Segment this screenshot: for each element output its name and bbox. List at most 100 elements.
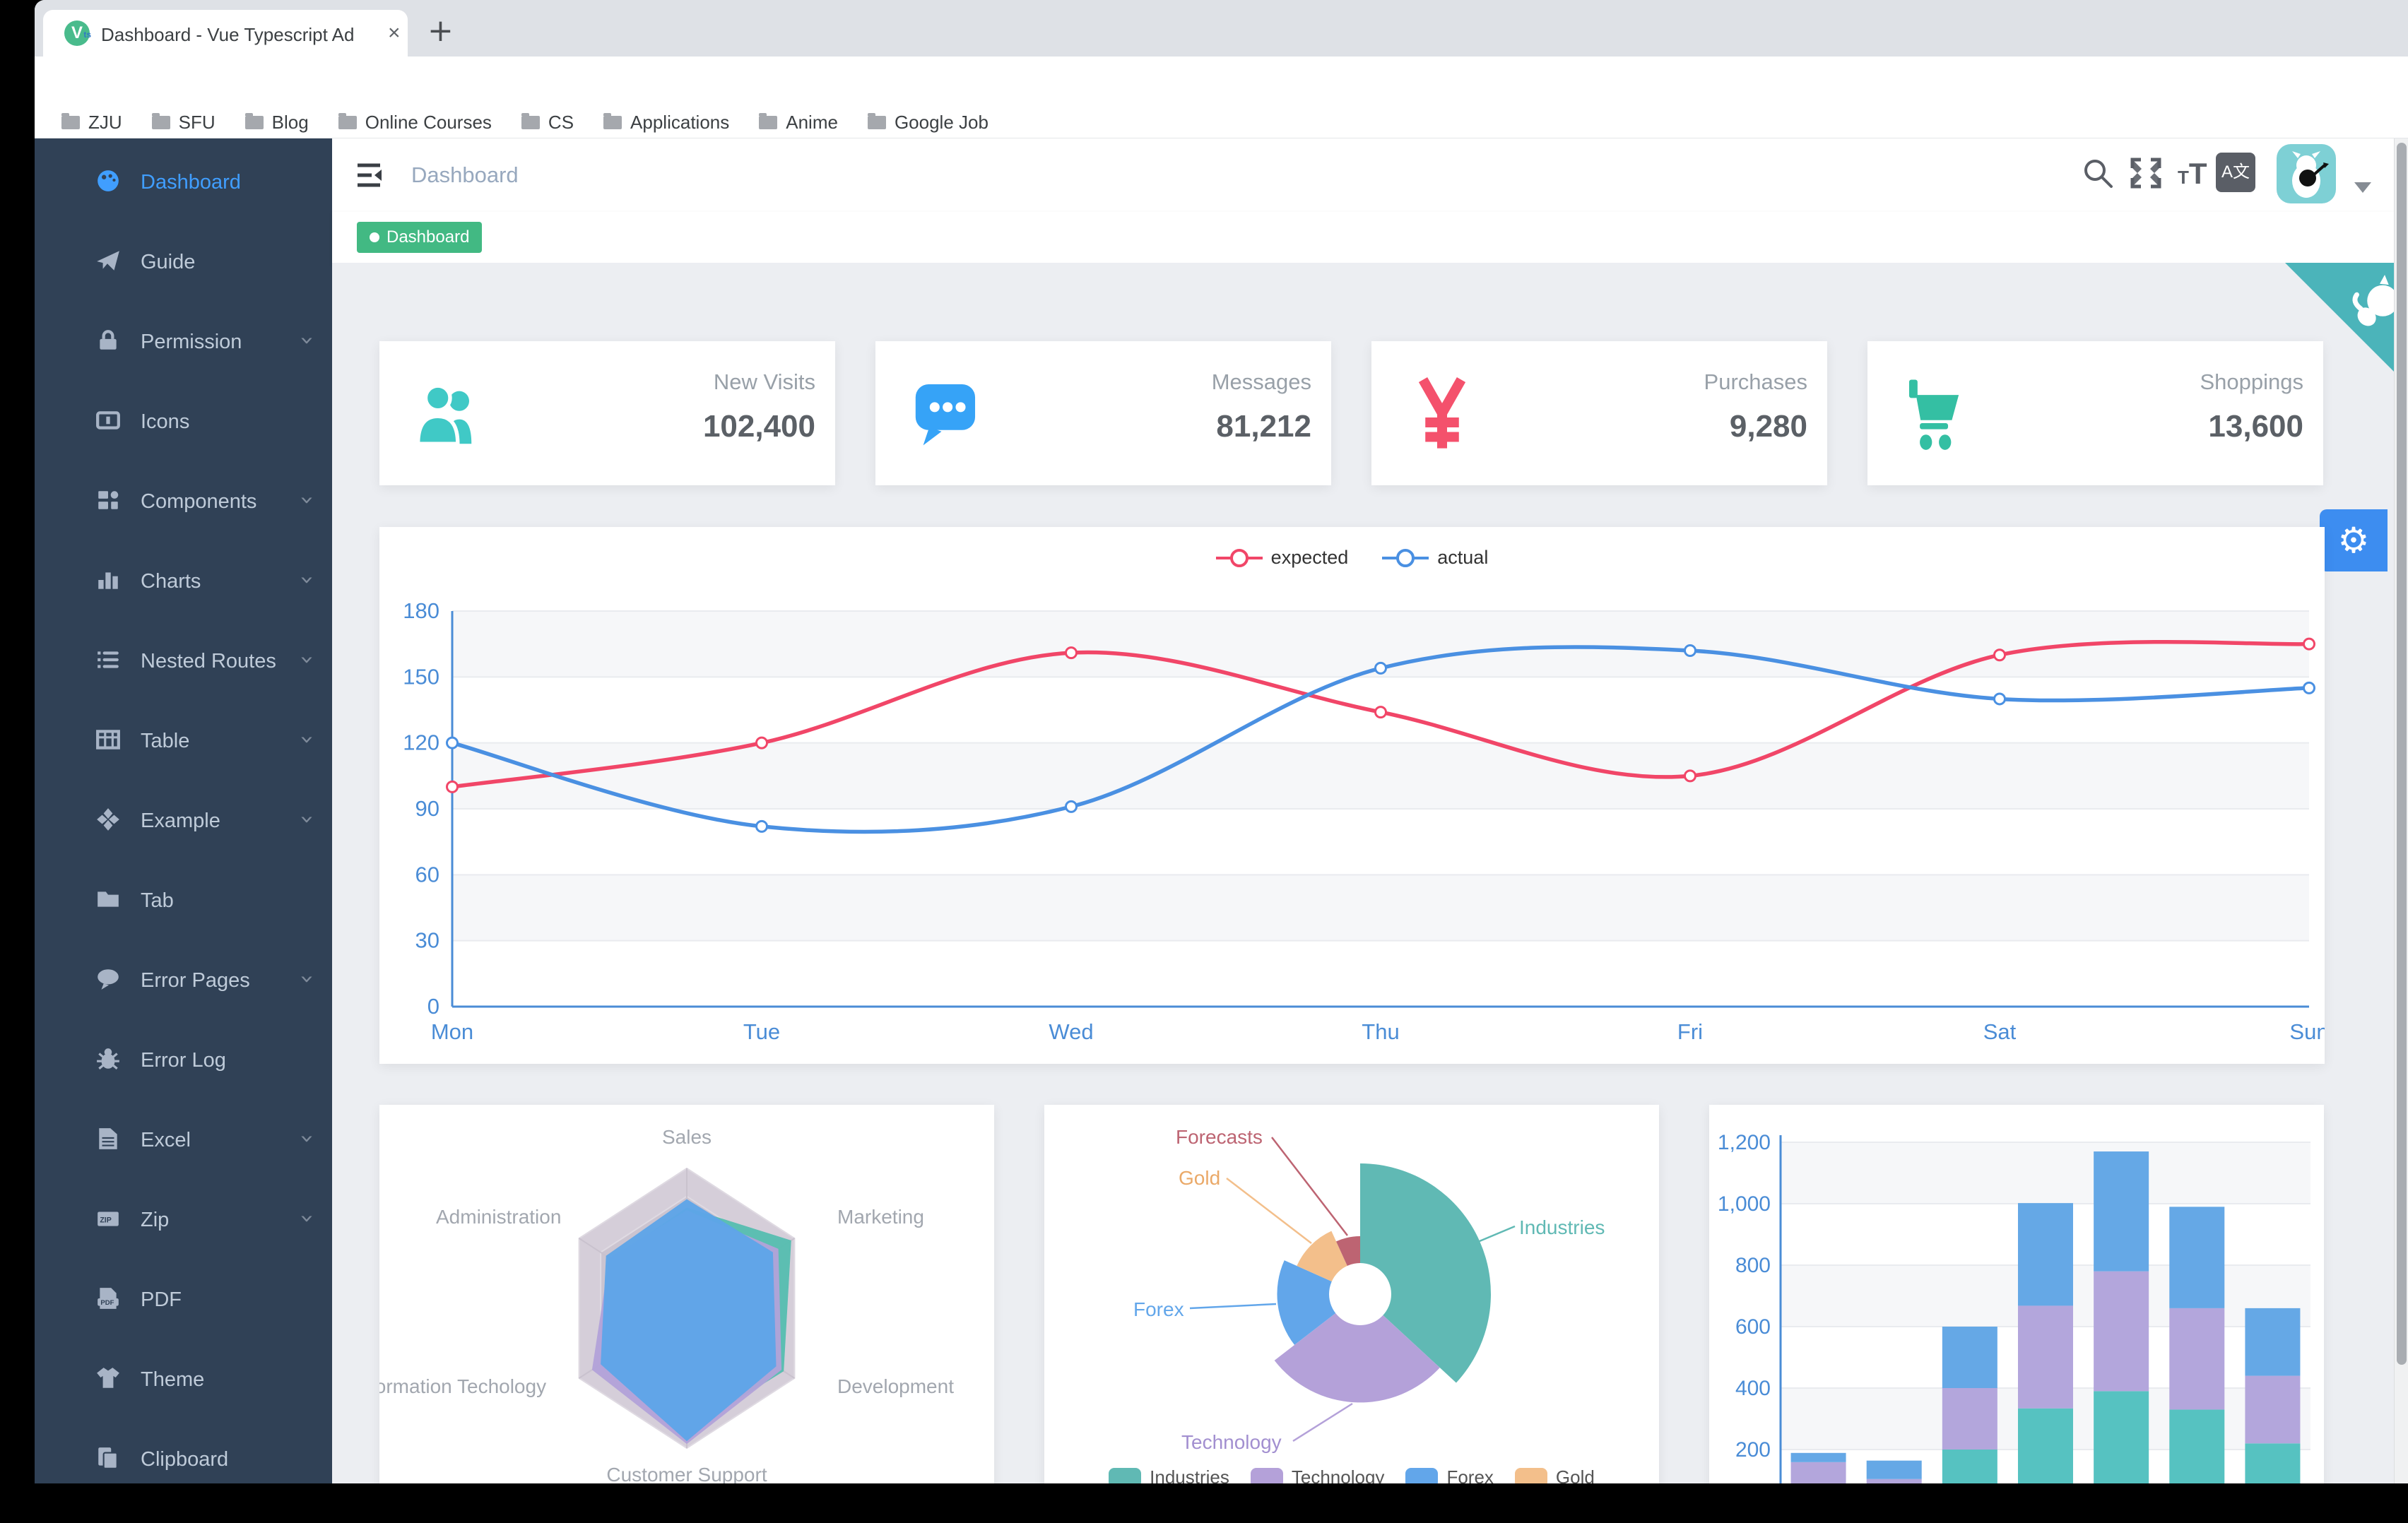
radar-label-sales: Sales: [661, 1126, 712, 1148]
sidebar-item-theme[interactable]: Theme: [35, 1354, 332, 1405]
tag-dashboard[interactable]: Dashboard: [357, 222, 483, 253]
sidebar-item-label: Excel: [141, 1129, 191, 1151]
stat-card-new-visits[interactable]: New Visits 102,400: [379, 341, 835, 485]
sidebar-item-label: Table: [141, 730, 190, 752]
bug-icon: [95, 1046, 121, 1075]
svg-text:150: 150: [403, 664, 439, 689]
sidebar-item-tab[interactable]: Tab: [35, 875, 332, 926]
bookmark-item[interactable]: Blog: [244, 112, 309, 134]
pie-label-forex: Forex: [1133, 1298, 1184, 1320]
sidebar-item-guide[interactable]: Guide: [35, 237, 332, 288]
stat-card-shoppings[interactable]: Shoppings 13,600: [1867, 341, 2323, 485]
pie-label-industries: Industries: [1519, 1216, 1605, 1238]
bar-chart[interactable]: 200 400 600 800 1,000 1,200: [1709, 1105, 2324, 1483]
legend-swatch: [1405, 1467, 1439, 1483]
sidebar-item-table[interactable]: Table ›: [35, 716, 332, 766]
pie-legend-item-industries[interactable]: Industries: [1109, 1466, 1229, 1483]
bookmark-item[interactable]: ZJU: [61, 112, 122, 134]
main-area: Dashboard TT A文 Dashboard: [332, 138, 2408, 1483]
example-icon: [95, 807, 121, 836]
fullscreen-icon[interactable]: [2128, 155, 2164, 191]
sidebar-item-dashboard[interactable]: Dashboard: [35, 157, 332, 208]
page-scrollbar[interactable]: [2394, 138, 2408, 1483]
folder-icon: [603, 113, 622, 129]
folder-icon: [521, 113, 540, 129]
svg-text:800: 800: [1735, 1254, 1771, 1277]
stat-card-value: 81,212: [1216, 409, 1311, 444]
pie-legend-item-gold[interactable]: Gold: [1514, 1466, 1595, 1483]
radar-chart[interactable]: [379, 1105, 994, 1483]
bookmark-item[interactable]: Online Courses: [338, 112, 492, 134]
svg-text:Tue: Tue: [743, 1019, 780, 1044]
sidebar-item-label: Dashboard: [141, 171, 241, 194]
legend-item-expected[interactable]: expected: [1215, 547, 1348, 569]
sidebar-item-error-pages[interactable]: Error Pages ›: [35, 955, 332, 1006]
pie-chart[interactable]: [1044, 1105, 1659, 1483]
sidebar-item-permission[interactable]: Permission ›: [35, 316, 332, 367]
sidebar-item-error-log[interactable]: Error Log: [35, 1035, 332, 1086]
tag-dot: [370, 232, 379, 242]
tab-title: Dashboard - Vue Typescript Ad: [101, 24, 355, 45]
browser-toolbar: ← → ↻ ⌂ armour.github.io/vue-typescript-…: [35, 57, 2408, 211]
sidebar-item-label: Charts: [141, 570, 201, 593]
pie-legend-item-forex[interactable]: Forex: [1405, 1466, 1494, 1483]
stat-card-value: 9,280: [1729, 409, 1807, 444]
stat-cards-row: New Visits 102,400 Messages 81,212 Purchases…: [379, 341, 2325, 485]
svg-text:60: 60: [415, 862, 439, 887]
sidebar-item-pdf[interactable]: PDF PDF: [35, 1274, 332, 1325]
user-avatar[interactable]: [2277, 144, 2336, 203]
scrollbar-thumb[interactable]: [2397, 143, 2407, 1365]
error-pages-icon: [95, 966, 121, 995]
stat-card-value: 13,600: [2208, 409, 2303, 444]
svg-text:120: 120: [403, 730, 439, 755]
bookmark-item[interactable]: Applications: [603, 112, 729, 134]
icons-icon: [95, 408, 121, 437]
sidebar-item-example[interactable]: Example ›: [35, 795, 332, 846]
sidebar-item-charts[interactable]: Charts ›: [35, 556, 332, 607]
chevron-down-icon[interactable]: [2354, 182, 2371, 193]
stat-card-value: 102,400: [702, 409, 815, 444]
sidebar-item-clipboard[interactable]: Clipboard: [35, 1434, 332, 1483]
radar-chart-card: Sales Marketing Development Customer Sup…: [379, 1105, 994, 1483]
settings-gear-button[interactable]: ⚙: [2320, 509, 2388, 571]
legend-swatch: [1109, 1467, 1142, 1483]
legend-item-actual[interactable]: actual: [1382, 547, 1488, 569]
text-size-icon[interactable]: TT: [2178, 157, 2207, 190]
sidebar-item-label: Example: [141, 810, 220, 832]
sidebar-item-components[interactable]: Components ›: [35, 476, 332, 527]
dashboard-content: ⚙ New Visits 102,400 Messages 81,212 Purchas…: [332, 263, 2408, 1483]
translate-icon[interactable]: A文: [2216, 153, 2255, 192]
pie-legend-item-technology[interactable]: Technology: [1250, 1466, 1384, 1483]
new-tab-button[interactable]: +: [427, 13, 454, 49]
bookmark-item[interactable]: Google Job: [867, 112, 988, 134]
sidebar-item-label: Error Pages: [141, 969, 250, 992]
bookmark-item[interactable]: Anime: [759, 112, 838, 134]
hamburger-icon[interactable]: [355, 162, 383, 188]
sidebar-item-label: Icons: [141, 410, 190, 433]
legend-swatch: [1514, 1467, 1547, 1483]
bookmark-item[interactable]: SFU: [151, 112, 216, 134]
tab-close-icon[interactable]: ×: [388, 21, 401, 45]
bookmark-item[interactable]: CS: [521, 112, 574, 134]
bar-chart-card: 200 400 600 800 1,000 1,200: [1709, 1105, 2324, 1483]
people-icon: [412, 375, 488, 455]
sidebar-item-zip[interactable]: ZIP Zip ›: [35, 1195, 332, 1245]
sidebar-item-nested-routes[interactable]: Nested Routes ›: [35, 636, 332, 687]
breadcrumb[interactable]: Dashboard: [411, 162, 519, 187]
line-chart[interactable]: 0 30 60 90 120 150 180 Mon Tue Wed Thu Fri Sat Sun: [379, 527, 2325, 1064]
stat-card-messages[interactable]: Messages 81,212: [875, 341, 1331, 485]
chevron-icon: ›: [293, 655, 322, 665]
tab-icon: [95, 887, 121, 915]
folder-icon: [867, 113, 886, 129]
folder-icon: [61, 113, 80, 129]
sidebar-item-label: PDF: [141, 1288, 182, 1311]
sidebar-item-icons[interactable]: Icons: [35, 396, 332, 447]
sidebar-item-excel[interactable]: Excel ›: [35, 1115, 332, 1166]
search-icon[interactable]: [2080, 155, 2115, 191]
svg-text:Sun: Sun: [2289, 1019, 2325, 1044]
stat-card-purchases[interactable]: Purchases 9,280: [1371, 341, 1827, 485]
svg-text:1,200: 1,200: [1718, 1131, 1771, 1154]
